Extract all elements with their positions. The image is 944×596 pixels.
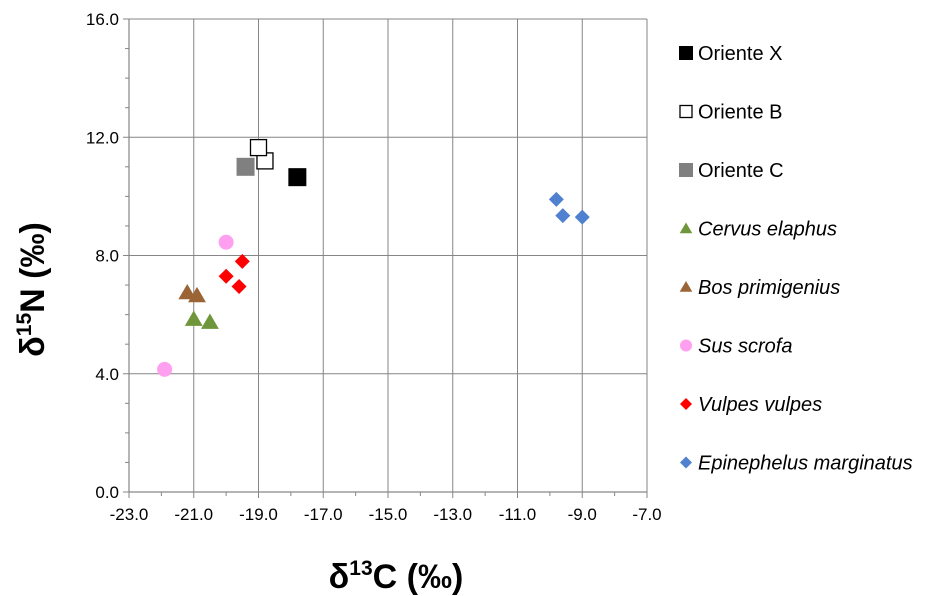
legend-label: Oriente X (698, 43, 782, 65)
data-point (234, 253, 250, 269)
data-point (288, 168, 307, 187)
data-point (201, 313, 219, 329)
x-axis-title: δ13C (‰) (329, 557, 464, 596)
data-point (178, 283, 197, 300)
y-tick-label: 4.0 (95, 365, 119, 384)
legend-marker (679, 281, 693, 292)
y-axis-title: δ15N (‰) (13, 222, 52, 357)
data-point (574, 209, 590, 225)
x-tick-label: -11.0 (499, 505, 537, 524)
legend-marker (680, 456, 692, 469)
y-tick-label: 12.0 (86, 128, 119, 147)
x-tick-label: -17.0 (304, 505, 343, 524)
legend-marker (680, 398, 692, 410)
legend-label: Oriente C (698, 160, 784, 182)
data-point (231, 279, 247, 295)
legend-marker (679, 46, 693, 60)
y-tick-label: 16.0 (86, 10, 119, 29)
data-point (548, 191, 564, 207)
x-tick-label: -21.0 (174, 505, 213, 524)
legend-label: Bos primigenius (698, 277, 840, 299)
x-tick-label: -19.0 (239, 505, 278, 524)
legend-marker (680, 339, 692, 352)
x-tick-labels: -23.0 -21.0 -19.0 -17.0 -15.0 -13.0 -11.0 -9.0 -… (110, 505, 662, 524)
axes (128, 19, 647, 493)
grid-lines (129, 18, 648, 492)
x-tick-label: -23.0 (110, 505, 149, 524)
data-point (249, 138, 268, 157)
y-tick-label: 8.0 (95, 247, 119, 266)
y-tick-labels: 0.0 4.0 8.0 12.0 16.0 (86, 10, 119, 502)
data-point (236, 157, 255, 176)
legend-label: Oriente B (698, 102, 782, 124)
data-point (218, 268, 234, 284)
x-tick-label: -13.0 (433, 505, 472, 524)
data-point (184, 310, 203, 326)
x-tick-label: -15.0 (369, 505, 408, 524)
data-point (188, 286, 206, 303)
minor-ticks (123, 18, 648, 498)
legend-label: Sus scrofa (698, 336, 792, 358)
data-points (157, 138, 590, 377)
legend-label: Cervus elaphus (698, 219, 837, 241)
legend-label: Epinephelus marginatus (698, 453, 913, 475)
legend-marker (679, 104, 693, 119)
x-tick-label: -9.0 (568, 505, 597, 524)
legend-marker (679, 163, 693, 177)
data-point (218, 234, 234, 250)
y-tick-label: 0.0 (95, 483, 119, 502)
legend-label: Vulpes vulpes (698, 394, 822, 416)
legend: Oriente X Oriente B Oriente C Cervus elaphu… (679, 43, 913, 475)
legend-marker (679, 222, 693, 234)
data-point (157, 361, 173, 377)
data-point (555, 208, 571, 224)
x-tick-label: -7.0 (632, 505, 661, 524)
